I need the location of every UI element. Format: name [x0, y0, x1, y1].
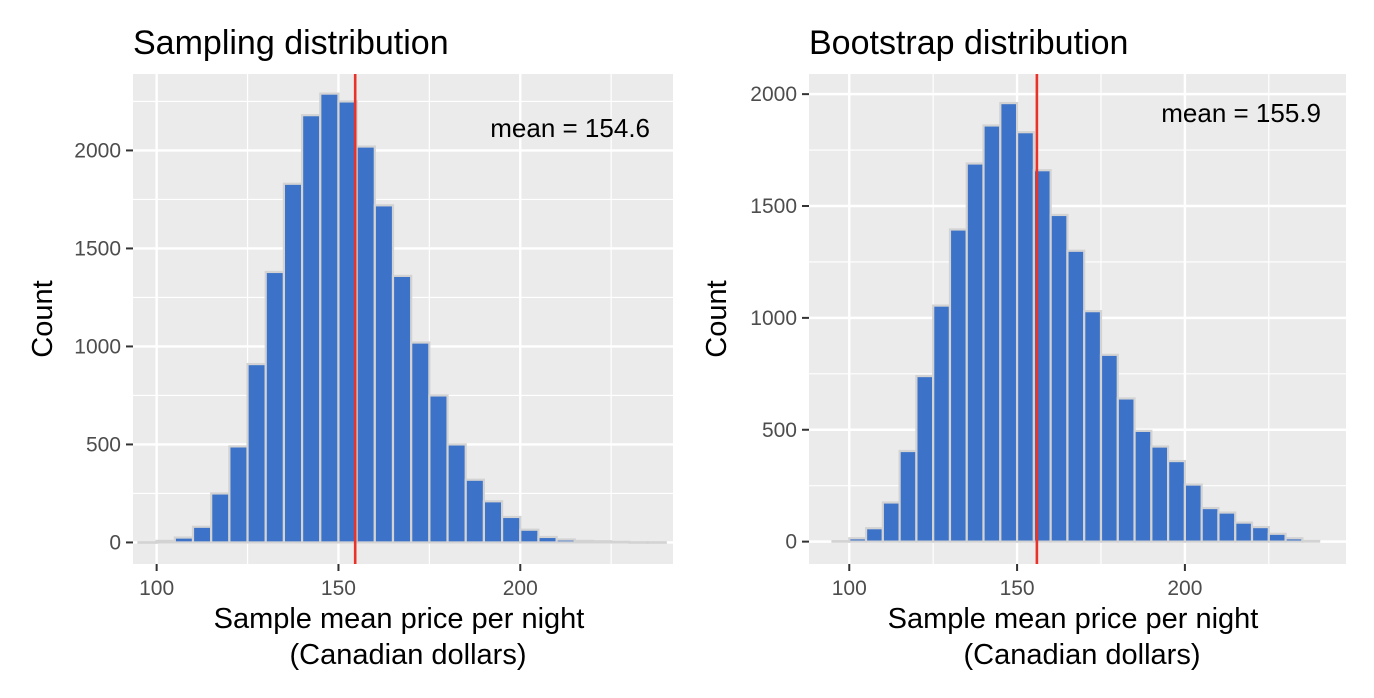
bootstrap-bar	[1066, 249, 1086, 543]
bootstrap-bar	[1301, 539, 1321, 543]
y-tick-label: 2000	[750, 83, 797, 106]
y-tick-label: 1000	[750, 307, 797, 330]
sampling-title: Sampling distribution	[133, 24, 449, 62]
sampling-bar	[446, 443, 467, 544]
bootstrap-y-axis-label: Count	[701, 280, 733, 357]
bootstrap-x-axis-label-line1: Sample mean price per night	[888, 603, 1259, 635]
bootstrap-bar	[1267, 532, 1287, 543]
sampling-panel: Sampling distribution mean = 154.6 0 500 1…	[27, 24, 673, 671]
bootstrap-bar	[1133, 429, 1153, 543]
bootstrap-bars	[831, 101, 1321, 543]
bootstrap-bar	[881, 501, 901, 543]
bootstrap-bar	[864, 527, 884, 543]
sampling-y-axis-label: Count	[27, 280, 59, 357]
sampling-bar	[319, 92, 340, 544]
x-tick-label: 150	[1000, 577, 1035, 600]
sampling-bar	[355, 145, 376, 544]
sampling-bar	[282, 182, 304, 544]
sampling-bar	[210, 492, 231, 544]
sampling-bar	[500, 515, 522, 544]
sampling-x-axis-label-line2: (Canadian dollars)	[290, 639, 527, 671]
y-tick-label: 2000	[74, 139, 121, 162]
bootstrap-bar	[1150, 445, 1170, 543]
sampling-bar	[191, 525, 213, 544]
sampling-x-axis: 100 150 200	[139, 564, 538, 600]
bootstrap-mean-annotation: mean = 155.9	[1161, 98, 1321, 128]
bootstrap-x-axis: 100 150 200	[832, 564, 1202, 600]
y-tick-label: 0	[109, 531, 121, 554]
bootstrap-panel: Bootstrap distribution mean = 155.9 0 500…	[701, 24, 1346, 671]
sampling-bar	[482, 500, 504, 544]
x-tick-label: 150	[321, 577, 356, 600]
sampling-bar	[173, 536, 195, 544]
sampling-bar	[519, 528, 540, 544]
bootstrap-bar	[1183, 483, 1203, 543]
sampling-bar	[464, 478, 486, 544]
sampling-bar	[137, 541, 158, 544]
sampling-mean-annotation: mean = 154.6	[490, 113, 650, 143]
sampling-bar	[246, 362, 267, 544]
bootstrap-bar	[948, 228, 968, 543]
sampling-bar	[428, 394, 449, 544]
bootstrap-bar	[982, 124, 1002, 543]
sampling-bar	[591, 540, 613, 544]
sampling-bar	[264, 270, 286, 544]
x-tick-label: 200	[503, 577, 538, 600]
x-tick-label: 100	[139, 577, 174, 600]
bootstrap-bar	[1083, 310, 1103, 543]
sampling-bar	[300, 114, 322, 544]
y-tick-label: 0	[785, 531, 797, 554]
sampling-bar	[410, 341, 431, 544]
sampling-bar	[573, 539, 595, 544]
bootstrap-bar	[932, 304, 952, 543]
sampling-y-axis: 0 500 1000 1500 2000	[74, 139, 133, 554]
bootstrap-bar	[1167, 459, 1187, 543]
y-tick-label: 500	[86, 433, 121, 456]
sampling-bar	[228, 445, 249, 544]
y-tick-label: 500	[762, 419, 797, 442]
sampling-bar	[373, 204, 395, 544]
bootstrap-bar	[898, 449, 918, 543]
y-tick-label: 1500	[74, 237, 121, 260]
bootstrap-y-axis: 0 500 1000 1500 2000	[750, 83, 809, 554]
y-tick-label: 1500	[750, 195, 797, 218]
sampling-bars	[137, 92, 667, 544]
bootstrap-bar	[915, 374, 935, 543]
bootstrap-bar	[1284, 537, 1304, 543]
bootstrap-bar	[1250, 525, 1270, 543]
bootstrap-bar	[848, 537, 868, 543]
bootstrap-bar	[1049, 213, 1069, 543]
sampling-bar	[555, 538, 576, 544]
bootstrap-bar	[1099, 353, 1119, 543]
bootstrap-x-axis-label-line2: (Canadian dollars)	[964, 639, 1201, 671]
bootstrap-bar	[999, 101, 1019, 543]
bootstrap-bar	[1015, 131, 1035, 543]
sampling-bar	[610, 540, 631, 544]
sampling-bar	[155, 539, 176, 544]
sampling-x-axis-label-line1: Sample mean price per night	[214, 603, 585, 635]
x-tick-label: 100	[832, 577, 867, 600]
bootstrap-bar	[1217, 511, 1237, 543]
sampling-bar	[646, 541, 667, 544]
x-tick-label: 200	[1167, 577, 1202, 600]
bootstrap-bar	[831, 540, 851, 543]
sampling-bar	[628, 541, 649, 544]
bootstrap-bar	[1116, 397, 1136, 543]
sampling-bar	[391, 274, 413, 544]
y-tick-label: 1000	[74, 335, 121, 358]
bootstrap-bar	[1200, 506, 1220, 543]
sampling-bar	[537, 535, 558, 544]
bootstrap-bar	[1234, 521, 1254, 543]
bootstrap-title: Bootstrap distribution	[809, 24, 1128, 62]
bootstrap-bar	[965, 162, 985, 543]
